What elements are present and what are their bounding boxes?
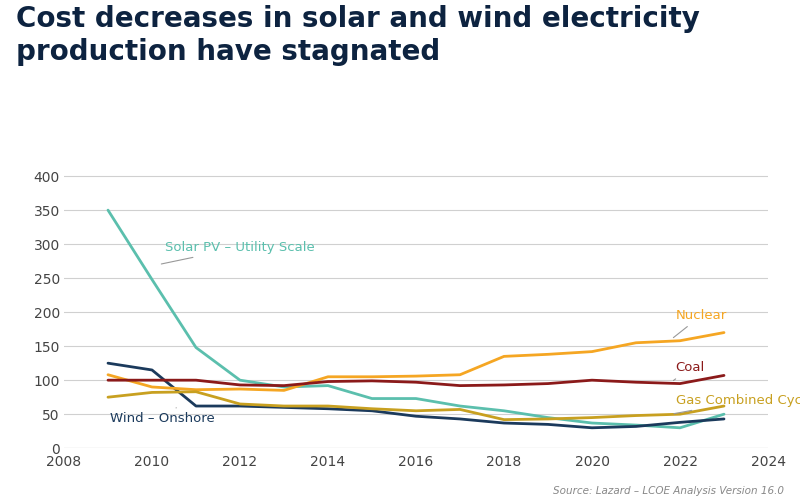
Text: Solar PV – Utility Scale: Solar PV – Utility Scale bbox=[162, 241, 315, 264]
Text: Source: Lazard – LCOE Analysis Version 16.0: Source: Lazard – LCOE Analysis Version 1… bbox=[553, 486, 784, 496]
Text: Gas Combined Cycle: Gas Combined Cycle bbox=[674, 394, 800, 414]
Text: Cost decreases in solar and wind electricity
production have stagnated: Cost decreases in solar and wind electri… bbox=[16, 5, 700, 66]
Text: Coal: Coal bbox=[674, 362, 705, 380]
Text: Wind – Onshore: Wind – Onshore bbox=[110, 408, 215, 425]
Text: Nuclear: Nuclear bbox=[674, 309, 727, 338]
